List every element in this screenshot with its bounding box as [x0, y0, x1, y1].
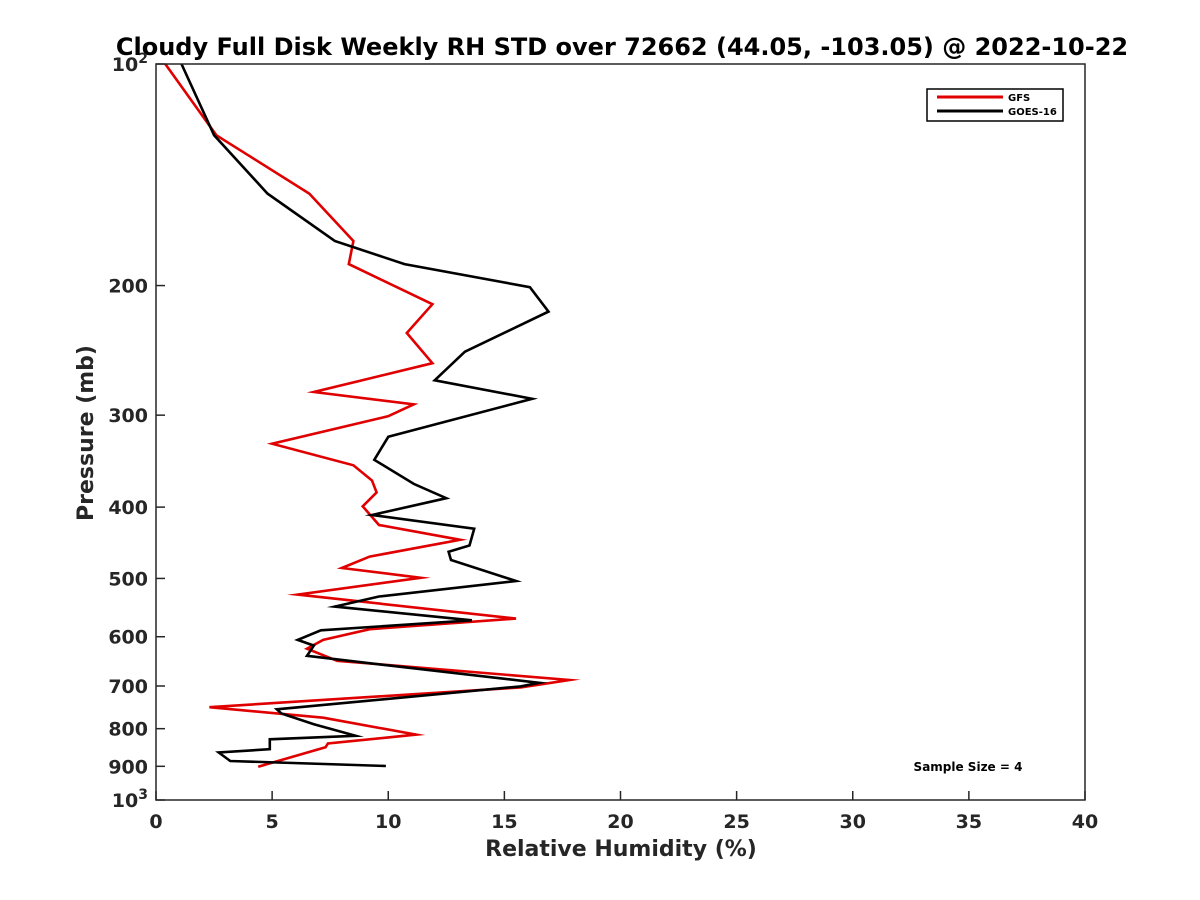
x-axis-label: Relative Humidity (%) [485, 837, 757, 862]
plot-area: 0 5 10 15 20 25 30 35 40 102 200 300 400 500 600 700 80… [108, 51, 1098, 833]
sample-size-annotation: Sample Size = 4 [914, 760, 1023, 774]
legend: GFS GOES-16 [926, 88, 1064, 122]
series-line-goes16 [180, 63, 551, 768]
x-tick-label: 30 [840, 811, 866, 833]
y-tick-label: 500 [108, 568, 148, 590]
y-axis-label: Pressure (mb) [74, 345, 99, 521]
x-tick-label: 20 [607, 811, 633, 833]
series-line-gfs [164, 63, 581, 768]
chart-title: Cloudy Full Disk Weekly RH STD over 7266… [116, 33, 1128, 61]
series-layer [164, 63, 581, 768]
x-tick-label: 5 [266, 811, 279, 833]
y-tick-label: 900 [108, 756, 148, 778]
x-tick-label: 0 [149, 811, 162, 833]
y-tick-label: 700 [108, 676, 148, 698]
plot-frame [155, 63, 1086, 801]
y-tick-label: 800 [108, 719, 148, 741]
x-tick-label: 10 [375, 811, 401, 833]
y-axis: 102 200 300 400 500 600 700 800 900 103 [108, 51, 165, 812]
y-tick-label: 600 [108, 627, 148, 649]
x-tick-label: 15 [491, 811, 517, 833]
y-tick-label: 103 [112, 787, 148, 812]
legend-box [926, 88, 1064, 122]
y-tick-label: 200 [108, 276, 148, 298]
x-tick-label: 25 [723, 811, 749, 833]
y-tick-label: 300 [108, 405, 148, 427]
x-tick-label: 35 [956, 811, 982, 833]
x-tick-label: 40 [1072, 811, 1098, 833]
legend-label-gfs: GFS [1008, 93, 1030, 104]
y-tick-label: 400 [108, 497, 148, 519]
y-tick-label: 102 [112, 51, 148, 76]
x-axis: 0 5 10 15 20 25 30 35 40 [149, 791, 1098, 833]
legend-label-goes16: GOES-16 [1008, 107, 1057, 118]
